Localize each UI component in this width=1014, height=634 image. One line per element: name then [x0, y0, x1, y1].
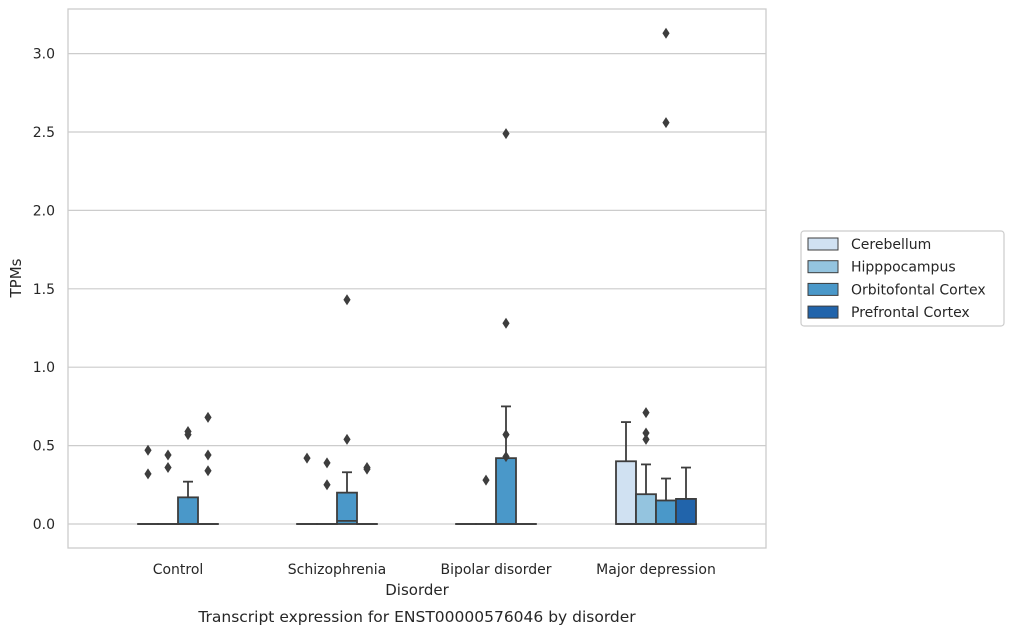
- box-group: [157, 449, 179, 525]
- x-tick-label: Major depression: [596, 562, 716, 578]
- outlier-point: [323, 479, 331, 491]
- tick-labels: 0.0 0.5 1.0 1.5 2.0 2.5 3.0 Control Schizophreni…: [33, 47, 716, 578]
- legend-label: Prefrontal Cortex: [851, 305, 970, 321]
- box-group: [197, 411, 219, 525]
- outlier-point: [343, 294, 351, 306]
- legend-swatch: [807, 282, 839, 296]
- box-body: [336, 491, 358, 525]
- plot-frame: [67, 8, 767, 549]
- outlier-point: [502, 429, 510, 441]
- outlier-point: [343, 433, 351, 445]
- legend-label: Hipppocampus: [851, 260, 956, 276]
- x-tick-label: Control: [153, 562, 204, 578]
- outlier-point: [662, 117, 670, 129]
- outlier-point: [642, 427, 650, 439]
- legend-label: Cerebellum: [851, 237, 931, 253]
- y-tick-label: 0.5: [33, 439, 55, 455]
- outlier-point: [164, 462, 172, 474]
- box-body: [177, 496, 199, 525]
- y-tick-label: 1.5: [33, 282, 55, 298]
- legend-swatch: [807, 305, 839, 319]
- x-tick-label: Schizophrenia: [288, 562, 386, 578]
- outlier-point: [502, 317, 510, 329]
- outlier-point: [164, 449, 172, 461]
- box-body: [495, 457, 517, 525]
- y-tick-label: 1.0: [33, 360, 55, 376]
- box-group: [655, 27, 677, 525]
- box-group: [336, 294, 358, 525]
- box-group: [316, 457, 338, 525]
- box-group: [296, 452, 318, 525]
- outlier-point: [642, 407, 650, 419]
- legend-swatch: [807, 237, 839, 251]
- box-group: [356, 462, 378, 525]
- x-axis-label: Disorder: [385, 581, 449, 599]
- box-group: [137, 444, 159, 525]
- outlier-point: [303, 452, 311, 464]
- box-group: [495, 128, 517, 525]
- legend-swatch: [807, 260, 839, 274]
- outlier-point: [204, 465, 212, 477]
- outlier-point: [502, 451, 510, 463]
- y-tick-label: 0.0: [33, 517, 55, 533]
- box-group: [475, 474, 497, 525]
- outlier-point: [144, 444, 152, 456]
- box-body: [635, 493, 657, 525]
- outlier-point: [204, 411, 212, 423]
- outlier-point: [144, 468, 152, 480]
- outlier-point: [204, 449, 212, 461]
- legend-label: Orbitofontal Cortex: [851, 282, 986, 298]
- outlier-point: [642, 433, 650, 445]
- y-tick-label: 3.0: [33, 47, 55, 63]
- box-group: [675, 466, 697, 525]
- box-layer: [137, 27, 697, 525]
- outlier-point: [662, 27, 670, 39]
- figure-caption: Transcript expression for ENST0000057604…: [197, 608, 636, 626]
- box-group: [615, 421, 637, 525]
- outlier-point: [184, 425, 192, 437]
- box-body: [675, 498, 697, 525]
- outlier-point: [482, 474, 490, 486]
- box-group: [635, 407, 657, 525]
- y-axis-label: TPMs: [7, 258, 25, 298]
- outlier-point: [323, 457, 331, 469]
- box-body: [615, 460, 637, 525]
- gridlines: [68, 52, 766, 525]
- y-tick-label: 2.0: [33, 203, 55, 219]
- legend-frame: [800, 230, 1005, 327]
- box-body: [655, 499, 677, 525]
- x-tick-label: Bipolar disorder: [440, 562, 551, 578]
- legend: Cerebellum Hipppocampus Orbitofontal Corte…: [800, 230, 1005, 327]
- y-tick-label: 2.5: [33, 125, 55, 141]
- outlier-point: [502, 128, 510, 140]
- outlier-point: [363, 462, 371, 474]
- box-group: [177, 425, 199, 525]
